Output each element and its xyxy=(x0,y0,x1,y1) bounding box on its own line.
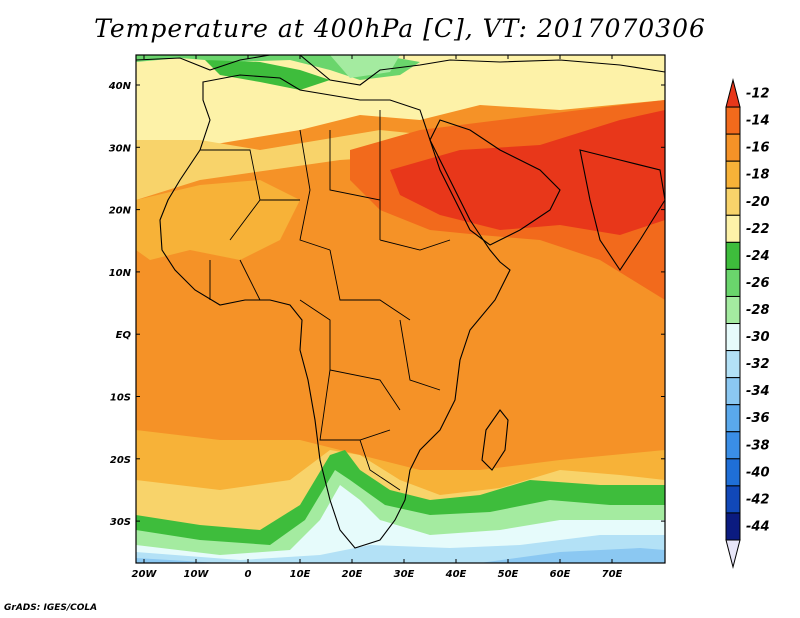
colorbar-label: -12 xyxy=(746,87,770,102)
colorbar-label: -16 xyxy=(746,141,770,156)
grads-credit: GrADS: IGES/COLA xyxy=(4,603,98,613)
africa-coastline xyxy=(159,74,511,549)
colorbar-swatch xyxy=(725,160,741,189)
colorbar-swatch xyxy=(725,295,741,325)
coastlines-and-borders xyxy=(136,55,665,549)
colorbar-label: -24 xyxy=(746,249,770,264)
latitude-labels: 40N 30N 20N 10N EQ 10S 20S 30S xyxy=(108,81,132,528)
colorbar-swatch xyxy=(725,458,741,487)
lon-label: 10W xyxy=(184,569,210,580)
lon-label: 50E xyxy=(498,569,519,580)
colorbar-label: -14 xyxy=(746,114,770,129)
lon-label: 30E xyxy=(394,569,415,580)
lat-label: 30N xyxy=(109,143,132,154)
colorbar-label: -40 xyxy=(746,465,770,480)
map-title: Temperature at 400hPa [C], VT: 201707030… xyxy=(94,14,706,43)
lon-label: 10E xyxy=(290,569,311,580)
colorbar-label: -34 xyxy=(746,384,770,399)
colorbar-label: -28 xyxy=(746,303,770,318)
colorbar-swatch xyxy=(725,214,741,243)
europe-coastline xyxy=(136,55,665,86)
colorbar-swatch xyxy=(725,241,741,270)
colorbar-label: -26 xyxy=(746,276,770,291)
lon-label: 20E xyxy=(342,569,363,580)
colorbar-swatch xyxy=(725,377,741,406)
lon-label: 40E xyxy=(445,569,467,580)
field-darkgreen-mediterranean xyxy=(205,60,330,90)
colorbar-swatch xyxy=(725,323,741,352)
colorbar-label: -42 xyxy=(746,492,770,507)
colorbar-label: -44 xyxy=(746,519,770,534)
field-lightgreen-patch xyxy=(330,55,400,78)
madagascar-coastline xyxy=(481,409,509,471)
colorbar-label: -22 xyxy=(746,222,770,237)
colorbar-label: -18 xyxy=(746,168,770,183)
lat-label: 10S xyxy=(110,393,131,404)
colorbar-swatch xyxy=(725,485,741,514)
colorbar-swatch xyxy=(725,268,741,297)
colorbar-swatch xyxy=(725,404,741,433)
lat-label: 20N xyxy=(109,206,132,217)
colorbar-swatch xyxy=(725,78,741,108)
colorbar-swatch xyxy=(725,350,741,379)
arabia-coastline xyxy=(429,119,561,246)
lat-label: 20S xyxy=(110,455,131,466)
colorbar-swatch xyxy=(725,187,741,216)
lat-label: EQ xyxy=(116,330,132,341)
colorbar-label: -30 xyxy=(746,330,770,345)
colorbar-swatch xyxy=(725,512,741,541)
field-red-core xyxy=(390,110,665,235)
map-frame xyxy=(135,54,666,564)
lat-label: 40N xyxy=(108,81,132,92)
axis-ticks xyxy=(136,55,665,563)
colorbar-swatch xyxy=(725,133,741,162)
colorbar-end-cap xyxy=(725,539,741,570)
field-light-orange-west xyxy=(136,180,300,260)
lon-label: 60E xyxy=(550,569,571,580)
field-blue-south xyxy=(136,548,665,563)
lon-label: 70E xyxy=(602,569,623,580)
colorbar-label: -38 xyxy=(746,438,770,453)
india-coastline xyxy=(579,149,665,271)
lat-label: 10N xyxy=(109,268,132,279)
temperature-field xyxy=(136,55,665,563)
lon-label: 20W xyxy=(132,569,158,580)
colorbar-label: -32 xyxy=(746,357,770,372)
colorbar-swatch xyxy=(725,106,741,135)
colorbar-swatch xyxy=(725,431,741,460)
colorbar: -12 -14 -16 -18 -20 -22 -24 -26 -28 -30 -32 -34 -36 -… xyxy=(725,78,770,570)
lat-label: 30S xyxy=(110,517,131,528)
colorbar-label: -36 xyxy=(746,411,770,426)
colorbar-label: -20 xyxy=(746,195,770,210)
lon-label: 0 xyxy=(245,569,252,580)
country-borders xyxy=(200,110,451,491)
longitude-labels: 20W 10W 0 10E 20E 30E 40E 50E 60E 70E xyxy=(132,569,623,580)
